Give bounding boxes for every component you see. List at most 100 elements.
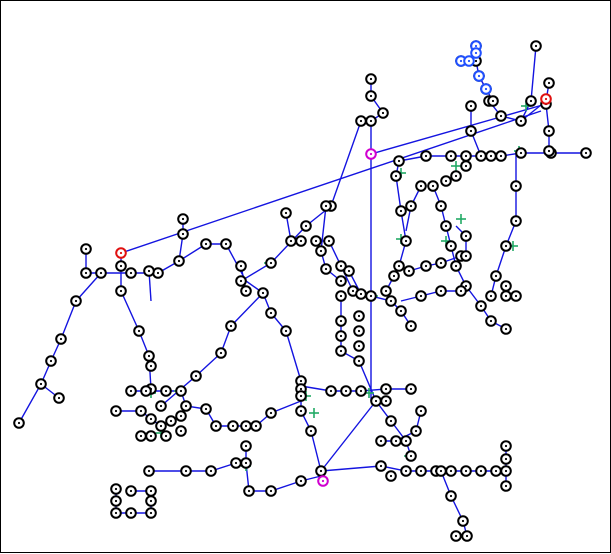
node-dot — [194, 374, 198, 378]
node-dot — [357, 344, 361, 348]
node-dot — [309, 429, 313, 433]
node-dot — [369, 294, 373, 298]
node-dot — [404, 239, 408, 243]
node-dot — [504, 284, 508, 288]
node-dot — [444, 179, 448, 183]
node-dot — [449, 244, 453, 248]
node-dot — [461, 519, 465, 523]
node-dot — [359, 389, 363, 393]
node-dot — [504, 327, 508, 331]
node-dot — [149, 417, 153, 421]
special-node-dot — [484, 87, 488, 91]
node-dot — [407, 269, 411, 273]
node-dot — [147, 469, 151, 473]
node-dot — [129, 389, 133, 393]
node-dot — [547, 149, 551, 153]
node-dot — [499, 114, 503, 118]
node-dot — [224, 242, 228, 246]
node-dot — [369, 77, 373, 81]
node-dot — [514, 219, 518, 223]
node-dot — [299, 239, 303, 243]
node-dot — [464, 164, 468, 168]
node-dot — [179, 429, 183, 433]
node-dot — [339, 279, 343, 283]
node-dot — [159, 424, 163, 428]
node-dot — [164, 434, 168, 438]
node-dot — [339, 319, 343, 323]
node-dot — [519, 119, 523, 123]
node-dot — [239, 279, 243, 283]
node-dot — [384, 289, 388, 293]
node-dot — [329, 389, 333, 393]
node-dot — [269, 411, 273, 415]
node-dot — [389, 419, 393, 423]
edge-line — [149, 462, 237, 472]
node-dot — [409, 324, 413, 328]
node-dot — [449, 494, 453, 498]
node-dot — [247, 489, 251, 493]
node-dot — [244, 289, 248, 293]
node-dot — [499, 154, 503, 158]
node-dot — [504, 484, 508, 488]
node-dot — [324, 267, 328, 271]
special-node-dot — [119, 251, 123, 255]
edge-line — [488, 45, 537, 122]
node-dot — [394, 174, 398, 178]
node-dot — [299, 394, 303, 398]
node-dot — [179, 414, 183, 418]
node-dot — [489, 294, 493, 298]
node-dot — [114, 409, 118, 413]
node-dot — [319, 469, 323, 473]
node-dot — [369, 94, 373, 98]
node-dot — [469, 129, 473, 133]
node-dot — [359, 292, 363, 296]
node-dot — [409, 387, 413, 391]
node-dot — [379, 439, 383, 443]
node-dot — [414, 429, 418, 433]
node-dot — [129, 271, 133, 275]
node-dot — [261, 291, 265, 295]
node-dot — [169, 419, 173, 423]
node-dot — [149, 434, 153, 438]
node-dot — [149, 489, 153, 493]
node-dot — [269, 261, 273, 265]
node-dot — [464, 469, 468, 473]
node-dot — [147, 354, 151, 358]
node-dot — [39, 382, 43, 386]
node-dot — [49, 359, 53, 363]
edge-line — [240, 120, 371, 282]
edge-line — [475, 60, 494, 102]
node-dot — [147, 269, 151, 273]
node-dot — [464, 254, 468, 258]
node-dot — [229, 324, 233, 328]
node-dot — [57, 396, 61, 400]
node-dot — [314, 239, 318, 243]
node-dot — [234, 461, 238, 465]
node-dot — [74, 299, 78, 303]
node-dot — [384, 399, 388, 403]
node-dot — [419, 409, 423, 413]
node-dot — [454, 264, 458, 268]
node-dot — [504, 457, 508, 461]
node-dot — [504, 469, 508, 473]
node-dot — [299, 387, 303, 391]
graph-nodes — [13, 40, 592, 542]
node-dot — [404, 439, 408, 443]
special-node-dot — [369, 152, 373, 156]
node-dot — [464, 284, 468, 288]
node-dot — [419, 184, 423, 188]
node-dot — [219, 351, 223, 355]
node-dot — [209, 469, 213, 473]
node-dot — [399, 209, 403, 213]
node-dot — [584, 151, 588, 155]
node-dot — [397, 159, 401, 163]
special-node-dot — [467, 59, 471, 63]
node-dot — [59, 337, 63, 341]
special-node-dot — [477, 74, 481, 78]
node-dot — [289, 239, 293, 243]
node-dot — [419, 294, 423, 298]
node-dot — [404, 469, 408, 473]
node-dot — [389, 474, 393, 478]
node-dot — [491, 99, 495, 103]
